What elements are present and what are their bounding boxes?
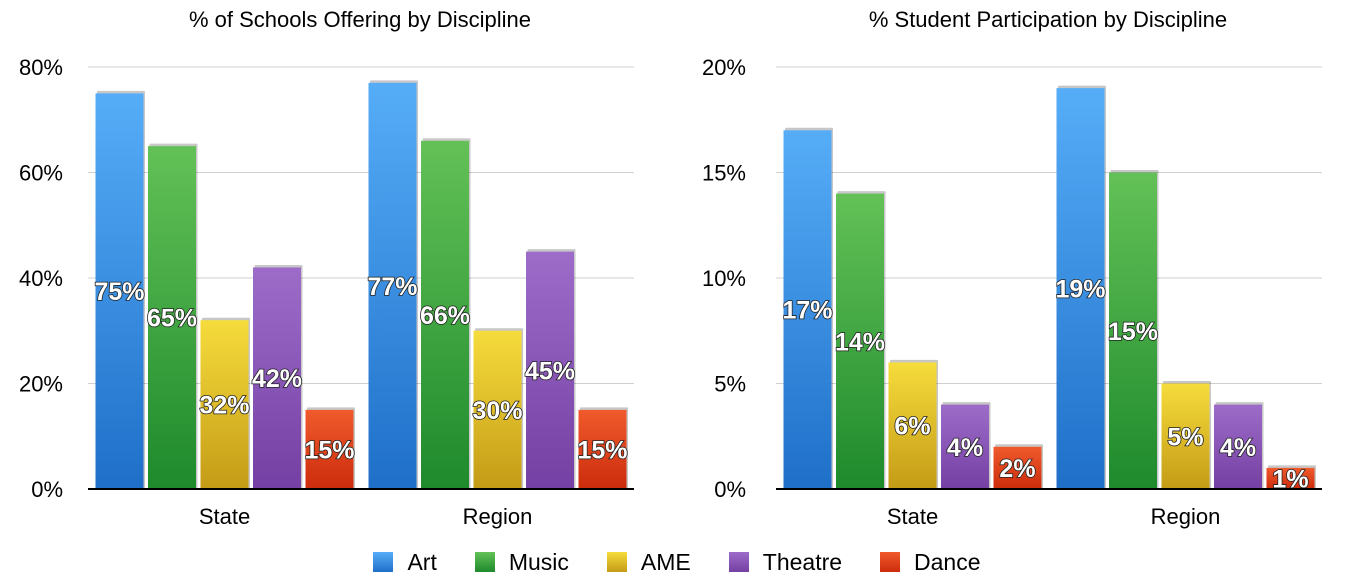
y-tick-label: 60%: [19, 161, 63, 186]
data-label-theatre-region: 45%: [525, 357, 575, 385]
y-tick-label: 0%: [714, 477, 746, 502]
y-tick-label: 10%: [702, 266, 746, 291]
bar-ame-state: [200, 320, 249, 489]
legend-label-music: Music: [508, 548, 569, 575]
y-tick-label: 0%: [31, 477, 63, 502]
schools-offering-chart: % of Schools Offering by Discipline 0% 20%…: [19, 7, 634, 529]
x-category-label: Region: [1151, 504, 1221, 529]
legend: Art Music AME Theatre Dance: [0, 546, 1354, 578]
data-label-ame-state: 32%: [199, 392, 249, 420]
data-label-ame-region: 30%: [472, 397, 522, 425]
y-tick-label: 40%: [19, 266, 63, 291]
legend-swatch-dance: [880, 552, 901, 572]
data-label-ame-region: 5%: [1167, 423, 1203, 451]
data-label-dance-region: 15%: [577, 436, 627, 464]
bar-art-state: [783, 130, 832, 490]
y-tick-label: 20%: [19, 372, 63, 397]
data-label-dance-state: 15%: [304, 436, 354, 464]
bar-theatre-region: [526, 251, 574, 489]
legend-item-theatre: Theatre: [728, 548, 843, 576]
data-label-music-state: 14%: [835, 328, 885, 356]
data-label-art-region: 19%: [1055, 276, 1105, 304]
bar-music-region: [421, 140, 469, 489]
data-label-art-state: 75%: [94, 278, 144, 306]
bar-music-state: [148, 146, 196, 489]
data-label-music-state: 65%: [147, 305, 197, 333]
x-category-label: State: [887, 504, 938, 529]
bar-theatre-state: [941, 404, 989, 489]
legend-swatch-music: [474, 552, 495, 572]
data-label-dance-state: 2%: [999, 455, 1035, 483]
bar-dance-state: [305, 409, 354, 489]
y-tick-label: 80%: [19, 55, 63, 80]
bar-ame-state: [888, 362, 937, 489]
x-category-label: Region: [463, 504, 533, 529]
bar-ame-region: [473, 330, 522, 489]
legend-item-ame: AME: [606, 548, 691, 576]
data-label-theatre-state: 42%: [252, 365, 302, 393]
legend-label-art: Art: [407, 548, 437, 575]
bar-theatre-region: [1214, 404, 1262, 489]
data-label-music-region: 66%: [420, 302, 470, 330]
data-label-theatre-region: 4%: [1220, 434, 1256, 462]
data-label-theatre-state: 4%: [947, 434, 983, 462]
bar-music-state: [836, 193, 884, 489]
bar-dance-state: [993, 446, 1042, 489]
y-tick-label: 15%: [702, 161, 746, 186]
data-label-music-region: 15%: [1108, 318, 1158, 346]
bar-dance-region: [1266, 467, 1315, 489]
y-tick-label: 5%: [714, 372, 746, 397]
bar-theatre-state: [253, 267, 301, 489]
data-label-art-region: 77%: [367, 273, 417, 301]
x-category-label: State: [199, 504, 250, 529]
data-label-art-state: 17%: [782, 297, 832, 325]
data-label-ame-state: 6%: [894, 413, 930, 441]
bar-art-region: [1056, 88, 1105, 489]
bar-music-region: [1109, 172, 1157, 489]
bar-ame-region: [1161, 383, 1210, 489]
chart-title: % of Schools Offering by Discipline: [189, 7, 531, 32]
student-participation-chart: % Student Participation by Discipline 0% 5…: [702, 7, 1322, 529]
legend-label-dance: Dance: [914, 548, 981, 575]
legend-swatch-art: [373, 552, 394, 572]
bar-art-state: [95, 93, 144, 489]
legend-label-ame: AME: [640, 548, 691, 575]
legend-swatch-ame: [606, 552, 627, 572]
legend-item-dance: Dance: [880, 548, 981, 576]
chart-title: % Student Participation by Discipline: [869, 7, 1227, 32]
legend-item-art: Art: [373, 548, 437, 576]
legend-item-music: Music: [474, 548, 569, 576]
y-tick-label: 20%: [702, 55, 746, 80]
legend-label-theatre: Theatre: [762, 548, 843, 575]
legend-swatch-theatre: [728, 552, 749, 572]
bar-art-region: [368, 82, 417, 489]
bar-dance-region: [578, 409, 627, 489]
